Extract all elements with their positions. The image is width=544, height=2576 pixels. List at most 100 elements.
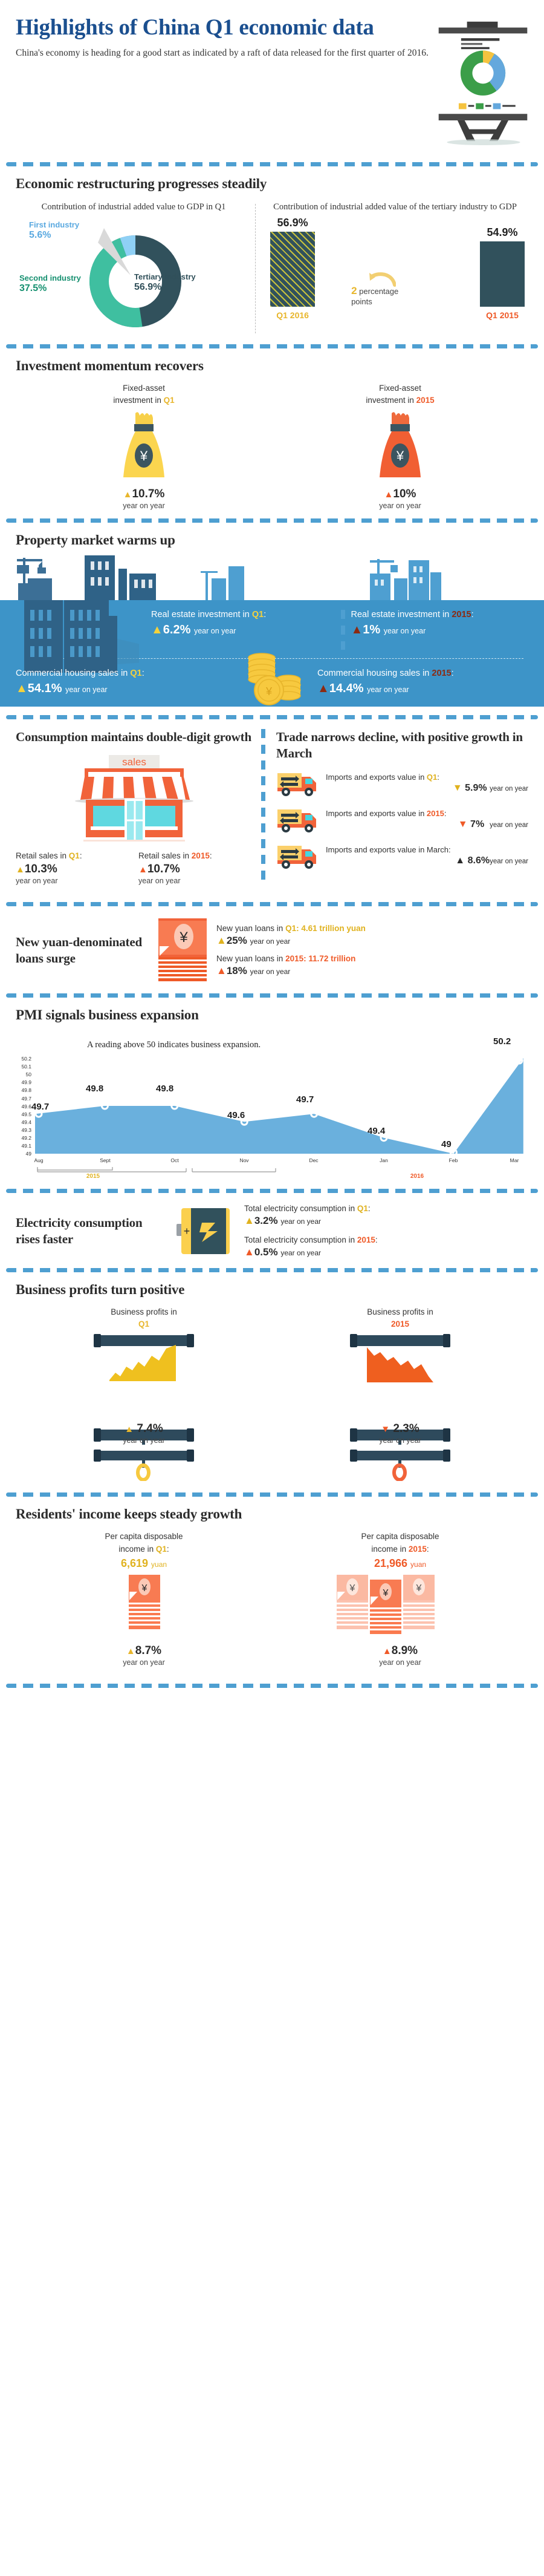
- bar-fill-2015: [480, 241, 525, 307]
- period-label: 2015: [408, 1545, 427, 1554]
- section-divider: [6, 993, 538, 998]
- section-divider: [6, 1267, 538, 1272]
- money-bag-icon: ¥: [123, 412, 164, 478]
- donut-label-first-industry: First industry 5.6%: [29, 220, 80, 240]
- section-title: Trade narrows decline, with positive gro…: [276, 730, 523, 760]
- pmi-xtick-dec: Dec: [309, 1157, 319, 1163]
- income-q1: Per capita disposable income in Q1: 6,61…: [16, 1531, 272, 1667]
- banknote-yuan-icon: ¥: [158, 918, 207, 981]
- arrow-up-icon: ▲: [351, 623, 363, 637]
- period-label: 2015: [390, 1319, 410, 1329]
- svg-text:¥: ¥: [383, 1588, 389, 1598]
- bar-chart: 56.9% Q1 2016 2 percentage points 54.9%: [262, 217, 528, 335]
- property-data-band: Real estate investment in Q1: ▲6.2% year…: [0, 600, 544, 707]
- battery-bolt-icon: +: [176, 1208, 230, 1254]
- delivery-truck-icon: [277, 845, 316, 869]
- section-divider: [6, 1492, 538, 1497]
- arrow-up-icon: ▲: [216, 934, 227, 946]
- svg-text:¥: ¥: [416, 1583, 422, 1594]
- period-label: Q1: [138, 1319, 149, 1329]
- caption-line-1: Fixed-asset: [379, 383, 421, 393]
- pmi-note: A reading above 50 indicates business ex…: [87, 1039, 261, 1050]
- pmi-xtick-aug: Aug: [34, 1157, 44, 1163]
- electricity-q1-label: Total electricity consumption in Q1:: [244, 1203, 371, 1213]
- property-illustration: Real estate investment in Q1: ▲6.2% year…: [0, 555, 544, 707]
- building-silhouette-icon: [24, 600, 139, 673]
- donut-label-tertiary-industry: Tertiary industry 56.9%: [134, 272, 196, 292]
- svg-text:+: +: [184, 1225, 190, 1237]
- section-divider: [6, 1684, 538, 1688]
- donut-chart: First industry 5.6% Second industry 37.5…: [16, 220, 251, 336]
- pmi-xtick-oct: Oct: [170, 1157, 179, 1163]
- period-label: Q1: [155, 1545, 167, 1554]
- loans-q1-value: ▲25% year on year: [216, 934, 291, 946]
- loans-2015-label: New yuan loans in 2015: 11.72 trillion: [216, 953, 356, 963]
- section-divider: [6, 1188, 538, 1193]
- vertical-rule: [255, 204, 256, 333]
- arrow-up-icon: ▲: [125, 1424, 134, 1435]
- section-pmi: PMI signals business expansion A reading…: [0, 998, 544, 1189]
- section-restructuring: Economic restructuring progresses steadi…: [0, 166, 544, 344]
- bar-fill-2016: [270, 231, 316, 307]
- profits-2015: Business profits in 2015 ▼ 2.3% year on …: [272, 1306, 528, 1485]
- section-title: Property market warms up: [16, 532, 175, 548]
- pmi-xtick-feb: Feb: [448, 1157, 458, 1163]
- caption-line-2: investment in: [113, 396, 164, 405]
- investment-2015: Fixed-asset investment in 2015 ¥ ▲10% ye…: [272, 382, 528, 511]
- retail-sales-q1: Retail sales in Q1: ▲10.3% year on year: [16, 851, 82, 885]
- section-profits: Business profits turn positive Business …: [0, 1272, 544, 1493]
- pmi-value-dec: 49.7: [296, 1094, 314, 1105]
- svg-text:¥: ¥: [349, 1583, 355, 1594]
- pmi-value-aug: 49.7: [31, 1101, 50, 1112]
- arrow-up-icon: ▲: [455, 855, 465, 866]
- city-crane-skyline-icon: [17, 555, 441, 601]
- section-property: Property market warms up: [0, 523, 544, 548]
- header: Highlights of China Q1 economic data Chi…: [0, 0, 544, 162]
- section-loans: New yuan-denominated loans surge ¥ New y…: [0, 906, 544, 993]
- section-divider: [6, 901, 538, 906]
- donut-label-second-industry: Second industry 37.5%: [19, 273, 81, 293]
- svg-text:¥: ¥: [179, 929, 188, 946]
- money-bag-icon: ¥: [380, 412, 421, 478]
- section-electricity: Electricity consumption rises faster + T…: [0, 1193, 544, 1268]
- arrow-up-icon: ▲: [382, 1646, 392, 1656]
- caption-line-2: investment in: [366, 396, 416, 405]
- real-estate-investment-q1: Real estate investment in Q1: ▲6.2% year…: [151, 610, 267, 637]
- curved-arrow-icon: [369, 272, 397, 287]
- trend-up-icon: [94, 1334, 194, 1450]
- section-consumption: Consumption maintains double-digit growt…: [0, 719, 261, 893]
- pmi-xtick-mar: Mar: [510, 1157, 519, 1163]
- svg-text:¥: ¥: [396, 448, 404, 463]
- section-divider: [6, 715, 538, 720]
- banknote-stack-icon: ¥: [129, 1575, 160, 1629]
- section-title: Investment momentum recovers: [16, 358, 204, 373]
- bar-chart-panel: Contribution of industrial added value o…: [262, 201, 528, 336]
- pmi-area-chart: A reading above 50 indicates business ex…: [16, 1029, 528, 1180]
- income-2015-value: ▲8.9%: [382, 1644, 418, 1657]
- arrow-down-icon: ▼: [452, 783, 462, 794]
- caption-line-1: Business profits in: [111, 1307, 177, 1316]
- arrow-up-icon: ▲: [216, 964, 227, 976]
- pmi-year-2015: 2015: [86, 1172, 100, 1180]
- section-title: Electricity consumption rises faster: [16, 1215, 143, 1246]
- profits-2015-value: ▼ 2.3%: [381, 1422, 419, 1436]
- coin-stack-icon: ¥: [233, 653, 317, 706]
- section-divider: [6, 518, 538, 523]
- retail-sales-2015: Retail sales in 2015: ▲10.7% year on yea…: [138, 851, 212, 885]
- vertical-dashed-rule: [261, 729, 265, 885]
- arrow-up-icon: ▲: [16, 864, 25, 875]
- electricity-2015-value: ▲0.5% year on year: [244, 1246, 322, 1258]
- arrow-up-icon: ▲: [244, 1246, 254, 1258]
- caption-line-1: Per capita disposable: [105, 1532, 183, 1541]
- delta-annotation: 2 percentage points: [351, 272, 409, 307]
- bar-q1-2015: 54.9% Q1 2015: [480, 226, 525, 320]
- page-subtitle: China's economy is heading for a good st…: [16, 47, 429, 58]
- bar-caption: Contribution of industrial added value o…: [273, 202, 517, 212]
- arrow-up-icon: ▲: [244, 1214, 254, 1226]
- header-text: Highlights of China Q1 economic data Chi…: [16, 16, 438, 60]
- yoy-label: year on year: [379, 502, 421, 511]
- section-divider: [6, 344, 538, 348]
- arrow-up-icon: ▲: [126, 1646, 135, 1656]
- caption-line-2: income in: [371, 1545, 409, 1554]
- trade-row: Imports and exports value in Q1: ▼ 5.9% …: [276, 770, 528, 797]
